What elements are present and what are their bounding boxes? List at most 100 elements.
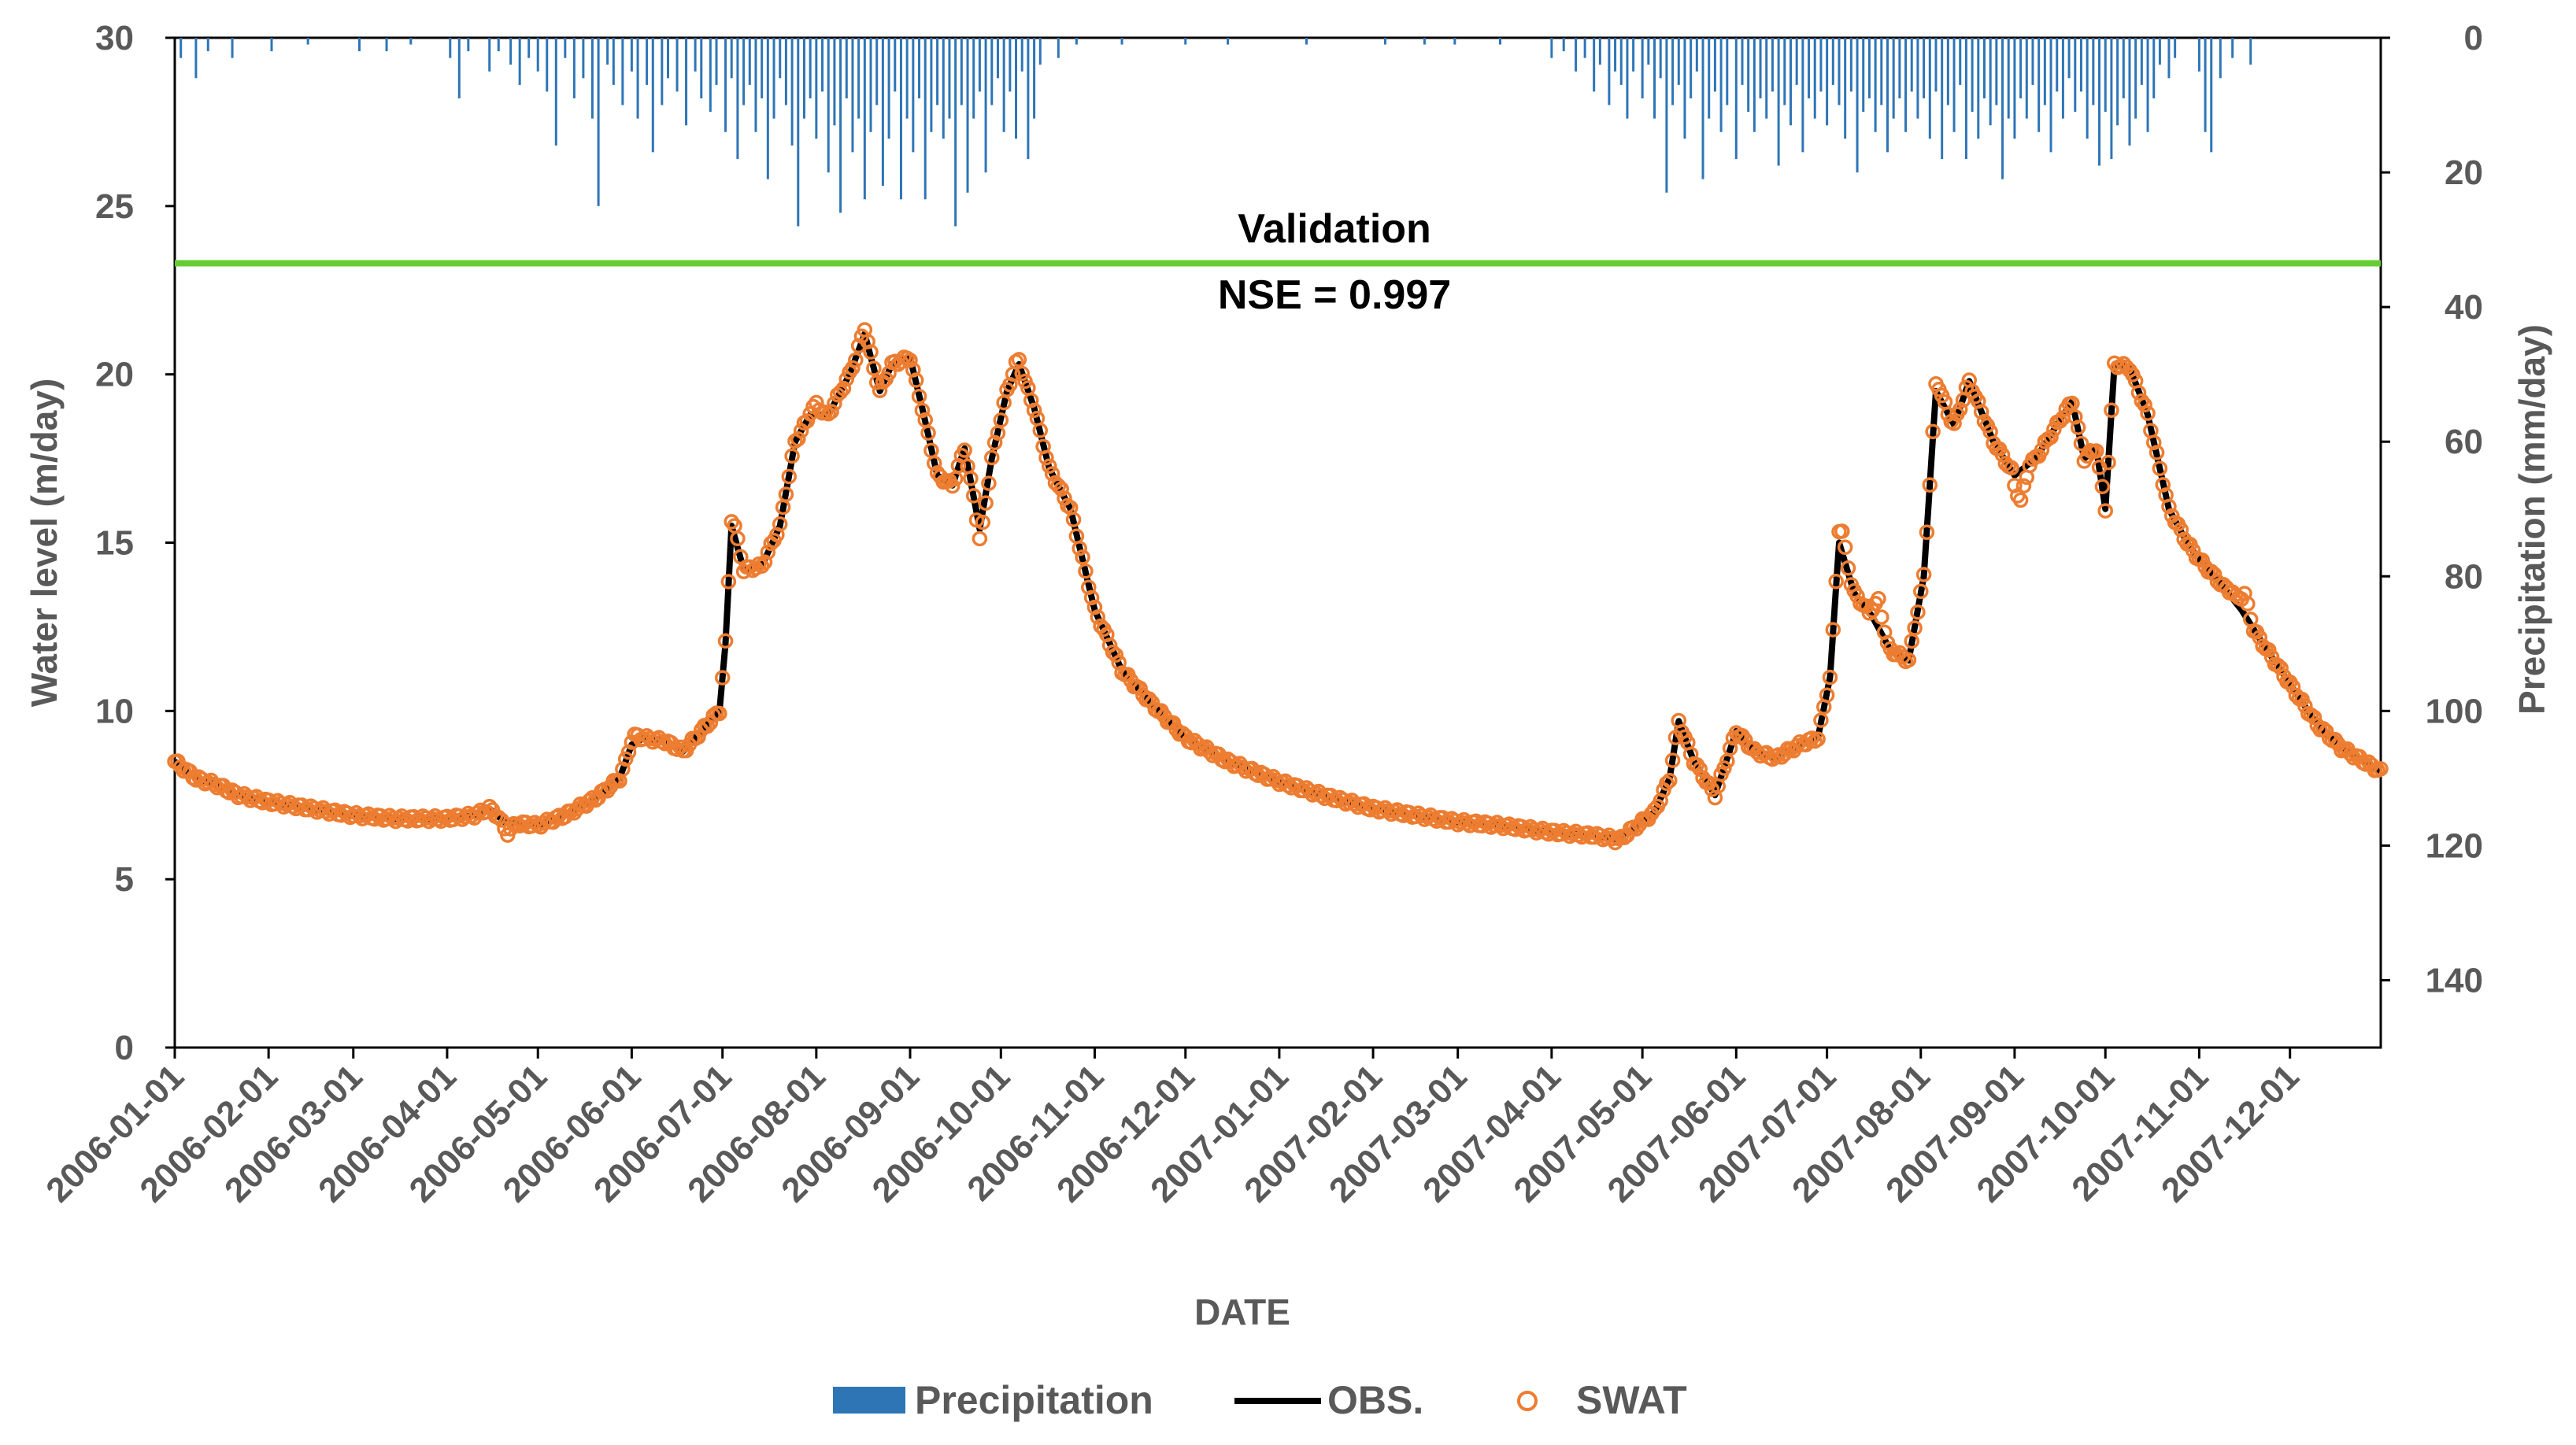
swat-point bbox=[824, 404, 839, 419]
swat-point bbox=[720, 574, 737, 589]
swat-point bbox=[1023, 393, 1039, 408]
swat-series bbox=[167, 322, 2389, 851]
swat-point bbox=[784, 448, 800, 464]
swat-point bbox=[2173, 522, 2189, 538]
swat-point bbox=[1946, 416, 1962, 431]
swat-point bbox=[1086, 599, 1103, 615]
swat-point bbox=[832, 384, 849, 400]
swat-point bbox=[799, 413, 816, 429]
annotation-validation: Validation bbox=[1238, 206, 1431, 252]
swat-point bbox=[911, 388, 927, 405]
swat-point bbox=[1901, 652, 1917, 668]
swat-point bbox=[1050, 478, 1067, 494]
swat-point bbox=[963, 471, 979, 486]
swat-point bbox=[1038, 449, 1054, 466]
swat-point bbox=[1026, 402, 1042, 419]
legend-swatch-precipitation bbox=[833, 1387, 905, 1414]
swat-point bbox=[1664, 752, 1681, 768]
swat-point bbox=[957, 442, 972, 458]
swat-point bbox=[981, 475, 997, 491]
swat-point bbox=[536, 815, 552, 831]
swat-point bbox=[1952, 401, 1968, 417]
y-left-tick-label: 0 bbox=[115, 1029, 134, 1067]
swat-point bbox=[2137, 397, 2152, 413]
swat-point bbox=[2088, 443, 2104, 459]
swat-point bbox=[1813, 712, 1829, 728]
swat-point bbox=[965, 488, 982, 504]
chart-text: Validation NSE = 0.997 DATE Water level … bbox=[24, 206, 2552, 1332]
y-left-tick-label: 25 bbox=[95, 187, 134, 226]
swat-point bbox=[1834, 523, 1850, 539]
swat-point bbox=[714, 670, 731, 686]
swat-point bbox=[868, 375, 885, 390]
swat-point bbox=[2152, 460, 2168, 476]
swat-point bbox=[838, 371, 855, 387]
swat-point bbox=[772, 516, 788, 532]
swat-point bbox=[2306, 709, 2322, 726]
swat-point bbox=[717, 633, 734, 649]
legend-swatch-swat bbox=[1517, 1391, 1538, 1411]
y-left-tick-label: 20 bbox=[95, 356, 134, 394]
swat-point bbox=[1804, 730, 1820, 746]
swat-point bbox=[835, 380, 852, 397]
y-axis-left-title: Water level (m/day) bbox=[24, 379, 65, 708]
swat-point bbox=[2130, 385, 2147, 401]
swat-point bbox=[972, 530, 988, 547]
swat-point bbox=[1871, 590, 1886, 607]
swat-point bbox=[1913, 583, 1929, 600]
swat-point bbox=[2161, 498, 2177, 515]
y-right-tick-label: 20 bbox=[2445, 153, 2483, 192]
y-right-tick-label: 40 bbox=[2445, 288, 2483, 327]
swat-point bbox=[1044, 466, 1060, 482]
swat-point bbox=[1053, 481, 1069, 497]
y-left-tick-label: 30 bbox=[95, 19, 134, 57]
swat-point bbox=[2240, 596, 2256, 612]
y-right-tick-label: 100 bbox=[2426, 692, 2483, 730]
swat-point bbox=[730, 530, 746, 547]
swat-point bbox=[1907, 620, 1923, 636]
swat-point bbox=[914, 402, 931, 419]
swat-point bbox=[978, 495, 994, 511]
legend: Precipitation OBS. SWAT bbox=[833, 1378, 1687, 1422]
obs-series bbox=[172, 331, 2383, 842]
swat-point bbox=[1922, 477, 1938, 493]
swat-point bbox=[581, 793, 598, 809]
swat-point bbox=[2140, 405, 2156, 421]
swat-point bbox=[1915, 567, 1932, 582]
plot-border bbox=[173, 36, 2382, 1049]
swat-point bbox=[984, 449, 1000, 466]
annotation-nse: NSE = 0.997 bbox=[1218, 272, 1451, 318]
swat-point bbox=[1108, 647, 1124, 663]
swat-point bbox=[2252, 630, 2268, 645]
y-right-tick-label: 140 bbox=[2426, 961, 2483, 1000]
swat-point bbox=[2043, 429, 2059, 445]
swat-point bbox=[902, 352, 918, 368]
swat-point bbox=[975, 514, 990, 530]
swat-point bbox=[1661, 772, 1678, 789]
swat-point bbox=[615, 761, 631, 778]
swat-point bbox=[986, 434, 1003, 451]
swat-point bbox=[1973, 404, 1989, 420]
swat-point bbox=[848, 352, 864, 368]
swat-point bbox=[866, 360, 882, 376]
swat-point bbox=[620, 744, 637, 760]
swat-point bbox=[1828, 574, 1844, 589]
swat-point bbox=[926, 455, 942, 471]
legend-label-precipitation: Precipitation bbox=[915, 1378, 1153, 1422]
swat-point bbox=[1840, 560, 1856, 576]
swat-point bbox=[1090, 609, 1106, 625]
swat-point bbox=[2004, 460, 2019, 476]
swat-point bbox=[1042, 458, 1057, 474]
swat-point bbox=[1925, 423, 1941, 440]
swat-point bbox=[2373, 761, 2389, 777]
y-right-tick-label: 80 bbox=[2445, 557, 2483, 596]
swat-point bbox=[1011, 352, 1027, 368]
swat-point bbox=[1083, 589, 1100, 606]
y-left-tick-label: 15 bbox=[95, 524, 134, 563]
precipitation-series bbox=[180, 38, 2252, 227]
x-axis-title: DATE bbox=[1194, 1292, 1290, 1332]
swat-point bbox=[2273, 660, 2289, 676]
legend-label-swat: SWAT bbox=[1576, 1378, 1687, 1422]
swat-point bbox=[1014, 365, 1030, 382]
